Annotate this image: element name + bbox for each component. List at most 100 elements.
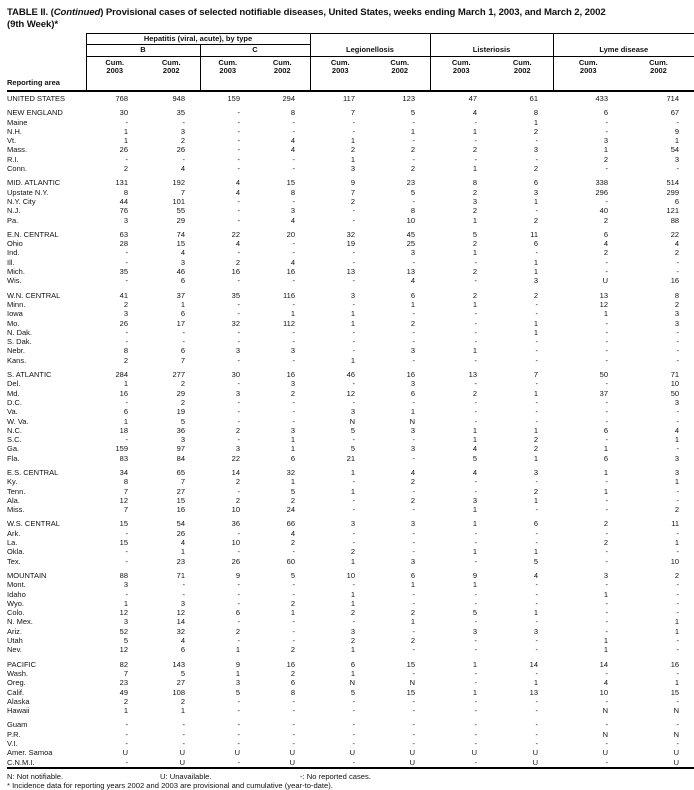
value-cell: - — [352, 477, 356, 487]
value-cell: - — [352, 729, 356, 739]
value-cell: 16 — [176, 505, 185, 515]
value-cell: 2 — [350, 547, 355, 557]
reporting-area-cell: Ohio — [7, 239, 23, 249]
value-cell: - — [605, 379, 609, 389]
value-cell: 294 — [282, 94, 295, 103]
value-cell: - — [412, 337, 416, 347]
reporting-area-cell: V.I. — [7, 739, 18, 748]
value-cell: 15 — [406, 687, 415, 697]
value-cell: - — [125, 257, 129, 267]
reporting-area-cell: Kans. — [7, 355, 27, 365]
value-cell: 1 — [410, 407, 415, 417]
value-cell: - — [605, 626, 609, 636]
value-cell: - — [237, 327, 241, 337]
table-row: MOUNTAIN 88 71 9 5 10 6 9 4 3 2 — [7, 566, 694, 580]
value-cell: - — [676, 486, 680, 496]
value-cell: - — [535, 528, 539, 538]
value-cell: 63 — [119, 229, 128, 239]
value-cell: 13 — [468, 370, 477, 380]
value-cell: 12 — [119, 645, 128, 655]
year-label: 2003 — [106, 66, 124, 75]
value-cell: - — [676, 164, 680, 174]
value-cell: 131 — [115, 178, 128, 188]
value-cell: 2 — [674, 248, 680, 258]
value-cell: 8 — [410, 206, 415, 216]
value-cell: 74 — [176, 229, 185, 239]
table-row: Fla. 83 84 22 6 21 - 5 1 6 3 — [7, 454, 694, 463]
value-cell: - — [125, 556, 129, 566]
reporting-area-cell: Ga. — [7, 444, 20, 454]
value-cell: - — [474, 668, 478, 678]
table-row: Ky. 8 7 2 1 - 2 - - - 1 — [7, 477, 694, 486]
table-row: Del. 1 2 - 3 - 3 - - - 10 — [7, 379, 694, 388]
value-cell: - — [474, 706, 478, 716]
value-cell: - — [352, 495, 356, 505]
value-cell: 1 — [603, 444, 609, 454]
reporting-area-cell: Ky. — [7, 477, 18, 487]
value-cell: 2 — [350, 608, 355, 618]
reporting-area-cell: Fla. — [7, 453, 20, 463]
reporting-area-cell: Utah — [7, 636, 23, 646]
value-cell: U — [532, 757, 539, 767]
reporting-area-cell: Miss. — [7, 505, 25, 515]
value-cell: 23 — [176, 556, 185, 566]
value-cell: 11 — [671, 519, 680, 529]
value-cell: 3 — [603, 136, 609, 146]
value-cell: - — [535, 337, 539, 347]
col-header-list-cum-2002: Cum. 2002 — [492, 56, 554, 92]
year-label: 2003 — [452, 66, 470, 75]
value-cell: 1 — [235, 668, 240, 678]
table-title: TABLE II. (Continued) Provisional cases … — [7, 7, 689, 30]
value-cell: 112 — [283, 318, 295, 328]
value-cell: 5 — [350, 425, 355, 435]
reporting-area-cell: Ill. — [7, 257, 15, 267]
value-cell: 1 — [533, 318, 539, 328]
table-row: Iowa 3 6 - 1 1 - - - 1 3 — [7, 309, 694, 318]
value-cell: - — [605, 528, 609, 538]
value-cell: - — [412, 720, 416, 730]
value-cell: N — [673, 706, 680, 716]
value-cell: 1 — [123, 136, 128, 146]
value-cell: 1 — [290, 309, 295, 319]
value-cell: - — [412, 528, 416, 538]
value-cell: 65 — [176, 467, 185, 477]
table-row: Wash. 7 5 1 2 1 - - - - - — [7, 669, 694, 678]
value-cell: - — [292, 164, 296, 174]
value-cell: 7 — [533, 370, 539, 380]
table-row: Nev. 12 6 1 2 1- - -1- — [7, 645, 694, 654]
value-cell: 101 — [172, 196, 185, 206]
value-cell: 2 — [290, 538, 295, 548]
reporting-area-cell: Ariz. — [7, 626, 22, 636]
value-cell: - — [125, 720, 129, 730]
value-cell: - — [535, 309, 539, 319]
value-cell: - — [605, 739, 609, 748]
value-cell: 2 — [472, 239, 477, 249]
value-cell: U — [349, 748, 355, 758]
reporting-area-cell: Minn. — [7, 299, 26, 309]
value-cell: 41 — [119, 290, 128, 300]
value-cell: - — [182, 337, 186, 347]
value-cell: 12 — [119, 608, 128, 618]
reporting-area-cell: NEW ENGLAND — [7, 108, 63, 118]
value-cell: 1 — [123, 379, 128, 389]
value-cell: 2 — [674, 570, 680, 580]
value-cell: 35 — [231, 290, 240, 300]
value-cell: - — [676, 257, 680, 267]
value-cell: 1 — [290, 477, 295, 487]
value-cell: 3 — [533, 187, 539, 197]
reporting-area-cell: S. ATLANTIC — [7, 370, 52, 380]
reporting-area-cell: Tenn. — [7, 486, 26, 496]
value-cell: - — [605, 327, 609, 337]
value-cell: - — [535, 589, 539, 599]
value-cell: 40 — [599, 206, 609, 216]
value-cell: 84 — [176, 453, 185, 463]
value-cell: - — [182, 729, 186, 739]
value-cell: - — [352, 257, 356, 267]
reporting-area-cell: E.S. CENTRAL — [7, 467, 59, 477]
value-cell: - — [474, 739, 478, 748]
value-cell: 10 — [599, 687, 609, 697]
value-cell: 4 — [290, 136, 295, 146]
table-row: N.C. 18 36 2 3 5 3 1 1 6 4 — [7, 426, 694, 435]
value-cell: 2 — [235, 477, 240, 487]
value-cell: - — [535, 154, 539, 164]
